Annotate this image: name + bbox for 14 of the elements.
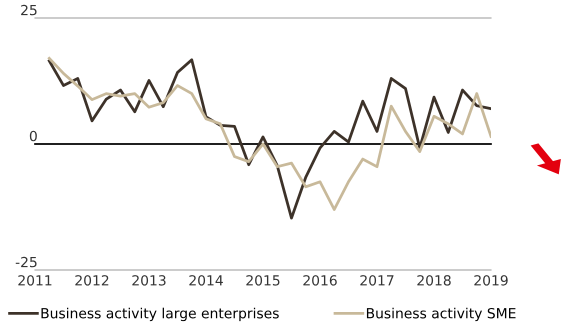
legend-label: Business activity SME (366, 308, 516, 322)
y-tick-label: -25 (16, 256, 37, 268)
x-tick-label: 2015 (246, 275, 280, 286)
y-tick-label: 25 (21, 4, 37, 16)
x-tick-label: 2018 (417, 275, 451, 286)
x-tick-label: 2013 (132, 275, 166, 286)
x-tick-label: 2019 (474, 275, 508, 286)
x-tick-label: 2017 (360, 275, 394, 286)
y-tick-label: 0 (30, 130, 37, 142)
x-tick-label: 2011 (18, 275, 52, 286)
x-tick-label: 2016 (303, 275, 337, 286)
x-tick-label: 2014 (189, 275, 223, 286)
legend-label: Business activity large enterprises (41, 308, 279, 322)
x-tick-label: 2012 (75, 275, 108, 286)
